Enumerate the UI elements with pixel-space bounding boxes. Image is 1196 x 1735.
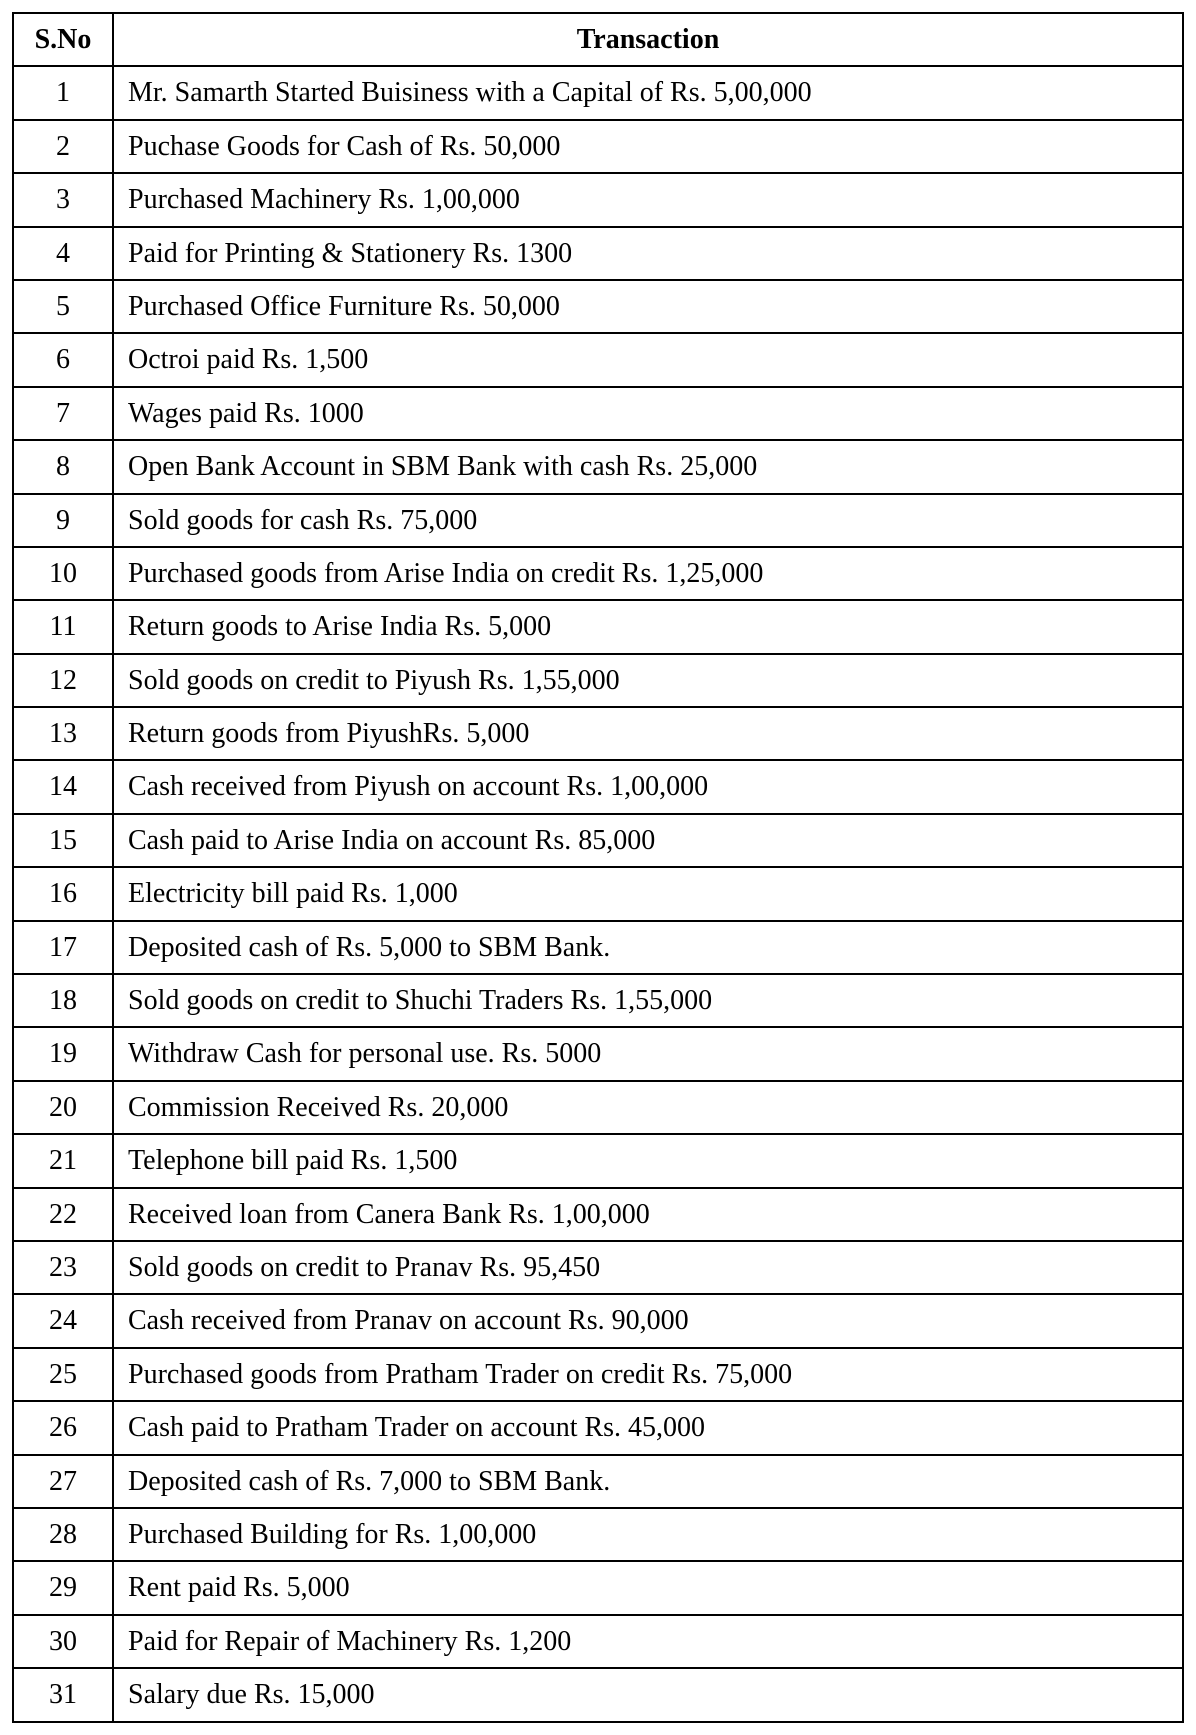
sno-cell: 1 — [13, 66, 113, 119]
transaction-cell: Purchased Machinery Rs. 1,00,000 — [113, 173, 1183, 226]
sno-cell: 13 — [13, 707, 113, 760]
table-row: 17Deposited cash of Rs. 5,000 to SBM Ban… — [13, 921, 1183, 974]
table-row: 14Cash received from Piyush on account R… — [13, 760, 1183, 813]
sno-cell: 10 — [13, 547, 113, 600]
table-row: 16Electricity bill paid Rs. 1,000 — [13, 867, 1183, 920]
table-row: 11Return goods to Arise India Rs. 5,000 — [13, 600, 1183, 653]
sno-cell: 11 — [13, 600, 113, 653]
table-row: 27Deposited cash of Rs. 7,000 to SBM Ban… — [13, 1455, 1183, 1508]
transaction-cell: Puchase Goods for Cash of Rs. 50,000 — [113, 120, 1183, 173]
transaction-cell: Sold goods on credit to Shuchi Traders R… — [113, 974, 1183, 1027]
sno-cell: 7 — [13, 387, 113, 440]
transaction-cell: Deposited cash of Rs. 5,000 to SBM Bank. — [113, 921, 1183, 974]
table-row: 8Open Bank Account in SBM Bank with cash… — [13, 440, 1183, 493]
transaction-cell: Sold goods on credit to Piyush Rs. 1,55,… — [113, 654, 1183, 707]
sno-cell: 14 — [13, 760, 113, 813]
transaction-cell: Octroi paid Rs. 1,500 — [113, 333, 1183, 386]
transaction-cell: Telephone bill paid Rs. 1,500 — [113, 1134, 1183, 1187]
transaction-cell: Return goods from PiyushRs. 5,000 — [113, 707, 1183, 760]
transaction-cell: Salary due Rs. 15,000 — [113, 1668, 1183, 1721]
table-row: 24Cash received from Pranav on account R… — [13, 1294, 1183, 1347]
transaction-cell: Electricity bill paid Rs. 1,000 — [113, 867, 1183, 920]
transaction-cell: Purchased goods from Arise India on cred… — [113, 547, 1183, 600]
sno-cell: 12 — [13, 654, 113, 707]
table-row: 19Withdraw Cash for personal use. Rs. 50… — [13, 1027, 1183, 1080]
table-header-row: S.No Transaction — [13, 13, 1183, 66]
sno-cell: 5 — [13, 280, 113, 333]
transaction-cell: Open Bank Account in SBM Bank with cash … — [113, 440, 1183, 493]
transaction-cell: Paid for Printing & Stationery Rs. 1300 — [113, 227, 1183, 280]
table-row: 15Cash paid to Arise India on account Rs… — [13, 814, 1183, 867]
sno-cell: 6 — [13, 333, 113, 386]
sno-cell: 4 — [13, 227, 113, 280]
table-row: 31Salary due Rs. 15,000 — [13, 1668, 1183, 1721]
sno-cell: 25 — [13, 1348, 113, 1401]
transaction-cell: Commission Received Rs. 20,000 — [113, 1081, 1183, 1134]
table-row: 22Received loan from Canera Bank Rs. 1,0… — [13, 1188, 1183, 1241]
sno-cell: 29 — [13, 1561, 113, 1614]
table-row: 9Sold goods for cash Rs. 75,000 — [13, 494, 1183, 547]
table-row: 25Purchased goods from Pratham Trader on… — [13, 1348, 1183, 1401]
table-row: 1Mr. Samarth Started Buisiness with a Ca… — [13, 66, 1183, 119]
transaction-cell: Withdraw Cash for personal use. Rs. 5000 — [113, 1027, 1183, 1080]
table-row: 5Purchased Office Furniture Rs. 50,000 — [13, 280, 1183, 333]
transaction-cell: Sold goods on credit to Pranav Rs. 95,45… — [113, 1241, 1183, 1294]
table-row: 12Sold goods on credit to Piyush Rs. 1,5… — [13, 654, 1183, 707]
table-row: 7Wages paid Rs. 1000 — [13, 387, 1183, 440]
table-row: 10Purchased goods from Arise India on cr… — [13, 547, 1183, 600]
sno-cell: 20 — [13, 1081, 113, 1134]
sno-cell: 16 — [13, 867, 113, 920]
sno-cell: 23 — [13, 1241, 113, 1294]
table-row: 2Puchase Goods for Cash of Rs. 50,000 — [13, 120, 1183, 173]
transaction-cell: Mr. Samarth Started Buisiness with a Cap… — [113, 66, 1183, 119]
table-row: 13Return goods from PiyushRs. 5,000 — [13, 707, 1183, 760]
sno-cell: 28 — [13, 1508, 113, 1561]
table-row: 26Cash paid to Pratham Trader on account… — [13, 1401, 1183, 1454]
col-header-sno: S.No — [13, 13, 113, 66]
transaction-cell: Cash paid to Arise India on account Rs. … — [113, 814, 1183, 867]
sno-cell: 30 — [13, 1615, 113, 1668]
table-row: 4Paid for Printing & Stationery Rs. 1300 — [13, 227, 1183, 280]
sno-cell: 17 — [13, 921, 113, 974]
sno-cell: 26 — [13, 1401, 113, 1454]
transaction-cell: Deposited cash of Rs. 7,000 to SBM Bank. — [113, 1455, 1183, 1508]
table-row: 20Commission Received Rs. 20,000 — [13, 1081, 1183, 1134]
transaction-cell: Sold goods for cash Rs. 75,000 — [113, 494, 1183, 547]
transaction-cell: Paid for Repair of Machinery Rs. 1,200 — [113, 1615, 1183, 1668]
table-row: 3Purchased Machinery Rs. 1,00,000 — [13, 173, 1183, 226]
transaction-cell: Cash paid to Pratham Trader on account R… — [113, 1401, 1183, 1454]
sno-cell: 27 — [13, 1455, 113, 1508]
table-row: 30Paid for Repair of Machinery Rs. 1,200 — [13, 1615, 1183, 1668]
table-row: 18Sold goods on credit to Shuchi Traders… — [13, 974, 1183, 1027]
transaction-cell: Cash received from Piyush on account Rs.… — [113, 760, 1183, 813]
sno-cell: 3 — [13, 173, 113, 226]
sno-cell: 21 — [13, 1134, 113, 1187]
table-row: 21Telephone bill paid Rs. 1,500 — [13, 1134, 1183, 1187]
sno-cell: 19 — [13, 1027, 113, 1080]
sno-cell: 8 — [13, 440, 113, 493]
sno-cell: 24 — [13, 1294, 113, 1347]
table-row: 6Octroi paid Rs. 1,500 — [13, 333, 1183, 386]
table-row: 23Sold goods on credit to Pranav Rs. 95,… — [13, 1241, 1183, 1294]
transaction-cell: Rent paid Rs. 5,000 — [113, 1561, 1183, 1614]
transactions-table: S.No Transaction 1Mr. Samarth Started Bu… — [12, 12, 1184, 1723]
transaction-cell: Wages paid Rs. 1000 — [113, 387, 1183, 440]
sno-cell: 2 — [13, 120, 113, 173]
col-header-transaction: Transaction — [113, 13, 1183, 66]
table-row: 29Rent paid Rs. 5,000 — [13, 1561, 1183, 1614]
table-row: 28Purchased Building for Rs. 1,00,000 — [13, 1508, 1183, 1561]
sno-cell: 9 — [13, 494, 113, 547]
transaction-cell: Purchased Building for Rs. 1,00,000 — [113, 1508, 1183, 1561]
sno-cell: 31 — [13, 1668, 113, 1721]
transaction-cell: Purchased Office Furniture Rs. 50,000 — [113, 280, 1183, 333]
sno-cell: 18 — [13, 974, 113, 1027]
transaction-cell: Purchased goods from Pratham Trader on c… — [113, 1348, 1183, 1401]
transaction-cell: Received loan from Canera Bank Rs. 1,00,… — [113, 1188, 1183, 1241]
sno-cell: 15 — [13, 814, 113, 867]
transaction-cell: Return goods to Arise India Rs. 5,000 — [113, 600, 1183, 653]
sno-cell: 22 — [13, 1188, 113, 1241]
transaction-cell: Cash received from Pranav on account Rs.… — [113, 1294, 1183, 1347]
